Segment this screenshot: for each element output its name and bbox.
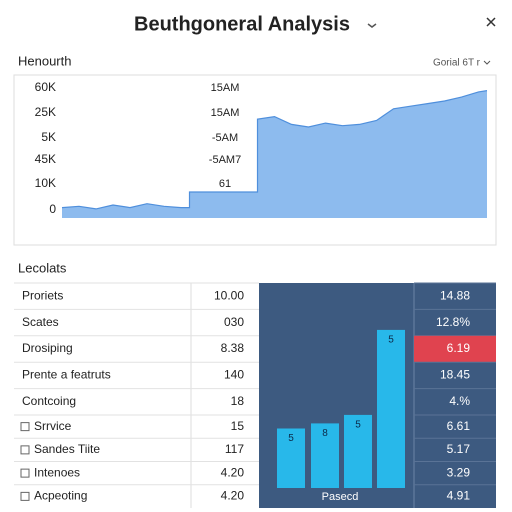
side-value: 5.17 [447,442,471,456]
chart-annotation: 15AM [211,107,240,119]
side-value: 4.91 [447,489,471,503]
y-axis-label: 60K [35,80,56,94]
row-label: Sandes Tiite [34,442,100,456]
close-button[interactable] [486,17,496,27]
bar [277,428,305,488]
chart-annotation: 15AM [211,82,240,94]
row-value: 117 [225,442,244,456]
row-label: Contcoing [22,394,76,408]
bar [344,414,372,488]
window-title: Beuthgoneral Analysis [134,13,350,35]
y-axis-label: 25K [35,105,56,119]
row-checkbox[interactable] [20,445,30,455]
row-label: Intenoes [34,465,80,479]
row-label: Drosiping [22,341,73,355]
row-value: 140 [224,368,244,382]
side-value: 6.61 [447,419,471,433]
row-label: Srrvice [34,419,72,433]
chart-annotation: -5AM [212,132,238,144]
y-axis-label: 10K [35,176,56,190]
row-label: Scates [22,315,59,329]
row-value: 10.00 [214,288,244,302]
y-axis-label: 5K [41,130,56,144]
bar-label: 5 [355,420,361,431]
row-value: 4.20 [221,489,245,503]
section-title: Lecolats [18,260,67,275]
row-value: 15 [231,419,245,433]
side-value: 12.8% [436,315,470,329]
row-checkbox[interactable] [20,491,30,501]
y-axis-label: 45K [35,152,56,166]
area-line [61,90,488,210]
side-value: 6.19 [447,341,471,355]
side-value: 18.45 [440,368,470,382]
dropdown-chevron[interactable] [483,60,491,65]
row-label: Acpeoting [34,489,87,503]
panel-title: Henourth [18,53,71,68]
row-label: Prente a featruts [22,368,111,382]
row-value: 4.20 [221,465,245,479]
chart-annotation: -5AM7 [209,154,241,166]
side-value: 14.88 [440,288,470,302]
row-checkbox[interactable] [20,422,30,432]
side-value: 4.% [449,394,470,408]
bar-label: 5 [388,335,394,346]
bar-label: 5 [288,433,294,444]
row-label: Proriets [22,288,63,302]
chart-annotation: 61 [219,178,231,190]
bar [377,329,405,488]
dropdown[interactable]: Gorial 6T r [433,58,481,69]
highlight-cell [414,335,496,363]
bar-label: 8 [322,428,328,439]
row-value: 8.38 [221,341,245,355]
area [62,90,487,218]
x-axis-label: Pasecd [322,491,359,503]
row-value: 18 [231,394,245,408]
y-axis-label: 0 [49,202,56,216]
side-value: 3.29 [447,465,471,479]
bar [311,423,339,488]
title-chevron[interactable] [367,23,377,28]
row-checkbox[interactable] [20,468,30,478]
row-value: 030 [224,315,244,329]
